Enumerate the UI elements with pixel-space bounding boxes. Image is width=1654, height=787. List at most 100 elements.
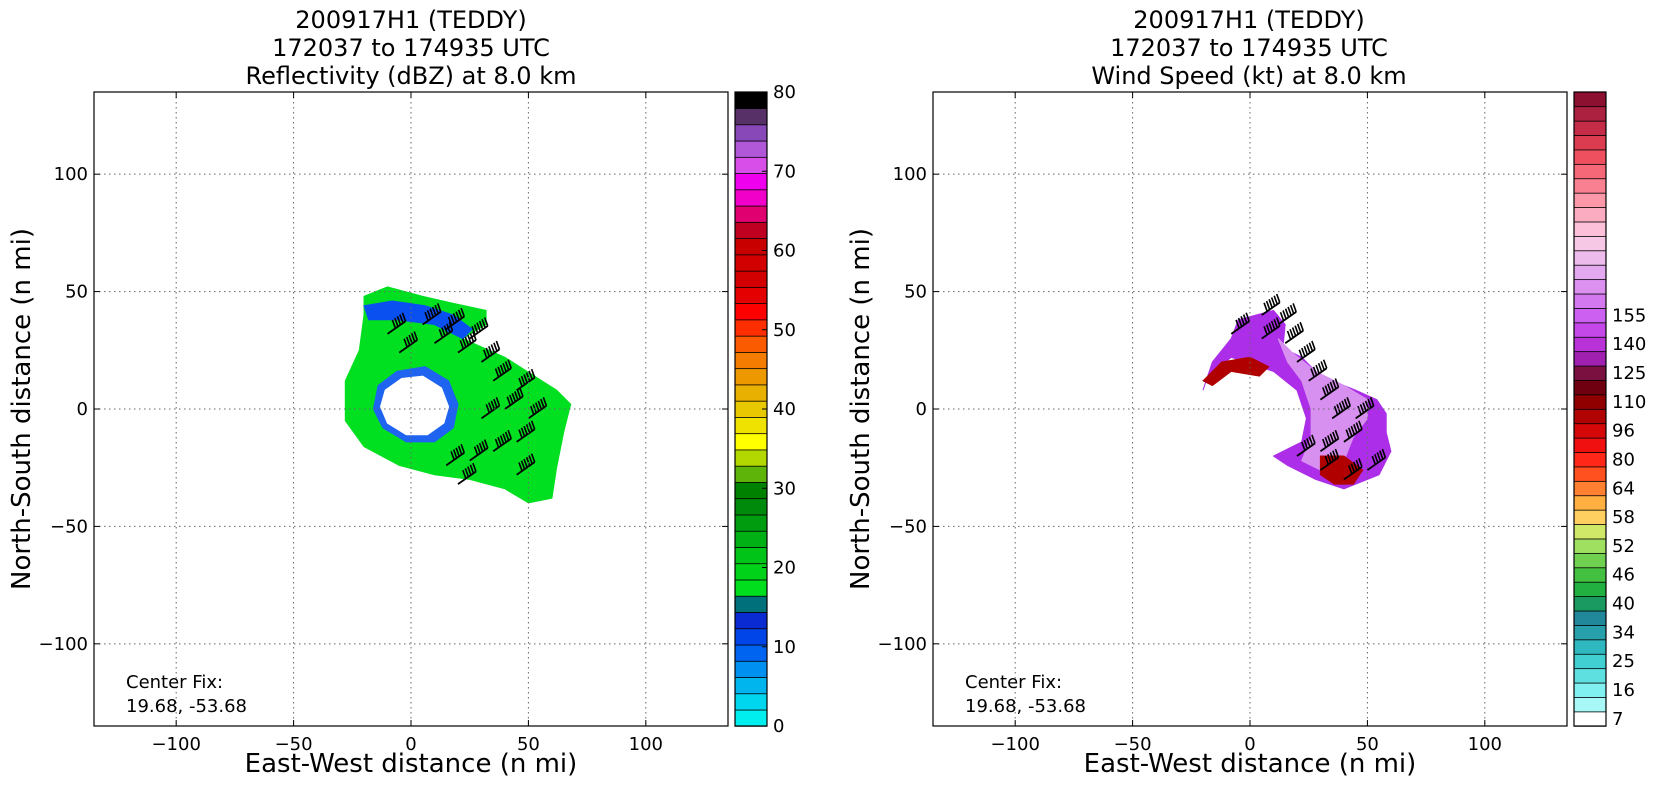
- colorbar-bin: [1573, 653, 1607, 670]
- wind-barb-flag: [495, 340, 501, 350]
- wind-barb: [469, 447, 489, 462]
- x-axis-label: East-West distance (n mi): [1084, 749, 1417, 779]
- title-line: Reflectivity (dBZ) at 8.0 km: [246, 62, 577, 90]
- colorbar-bin: [734, 676, 768, 695]
- colorbar-tick-label: 80: [1612, 449, 1635, 470]
- wind-barb-flag: [1362, 402, 1367, 412]
- wind-barb-flag: [1294, 325, 1299, 335]
- y-tick-label: −50: [50, 516, 88, 537]
- colorbar-tick-label: 64: [1612, 478, 1635, 499]
- colorbar-bin: [1573, 451, 1607, 468]
- wind-barb-flag: [1369, 397, 1375, 407]
- colorbar-bin: [1573, 523, 1607, 540]
- colorbar-bin: [1573, 192, 1607, 208]
- wind-barb-flag: [473, 446, 479, 456]
- wind-barb-flag: [471, 326, 476, 336]
- wind-barb-flag: [497, 436, 502, 446]
- colorbar-tick-label: 7: [1612, 709, 1623, 730]
- wind-barb-flag: [1268, 299, 1273, 309]
- wind-barb-flag: [1287, 306, 1292, 316]
- colorbar-bin: [734, 432, 768, 451]
- wind-barb-flag: [1265, 324, 1271, 334]
- wind-barb-flag: [1322, 359, 1328, 369]
- wind-barb-flag: [1358, 420, 1363, 430]
- wind-barb-flag: [413, 331, 419, 341]
- wind-barb: [1366, 456, 1386, 471]
- colorbar-tick-label: 46: [1612, 565, 1635, 586]
- wind-barbs: [1230, 293, 1387, 481]
- center-fix-text: Center Fix:: [965, 672, 1062, 693]
- colorbar-bin: [1573, 466, 1607, 482]
- wind-barb-flag: [476, 444, 481, 454]
- y-tick-label: 50: [65, 282, 88, 303]
- wind-barb-flag: [497, 366, 502, 376]
- wind-barb: [516, 428, 536, 443]
- wind-barb: [387, 320, 407, 335]
- wind-barb-flag: [1291, 327, 1297, 337]
- y-axis-label: North-South distance (n mi): [846, 228, 876, 590]
- colorbar-bin: [734, 140, 768, 158]
- wind-barb: [492, 437, 512, 453]
- wind-barb-flag: [1327, 454, 1332, 464]
- wind-barb-flag: [1306, 438, 1311, 448]
- wind-barb-flag: [1355, 422, 1361, 432]
- wind-barb-flag: [431, 306, 437, 316]
- colorbar-bin: [734, 481, 768, 500]
- wind-barb-flag: [523, 425, 528, 435]
- colorbar-bin: [734, 221, 768, 240]
- wind-barb-flag: [1306, 344, 1311, 354]
- wind-barb-flag: [493, 398, 498, 408]
- colorbar-tick-label: 60: [773, 241, 796, 262]
- wind-barb-flag: [401, 312, 407, 322]
- wind-barb-flag: [483, 317, 489, 327]
- y-axis-label: North-South distance (n mi): [7, 228, 37, 590]
- colorbar-bin: [734, 367, 768, 386]
- title-line: Wind Speed (kt) at 8.0 km: [1091, 62, 1406, 90]
- wind-barb-flag: [516, 389, 522, 399]
- wind-barb-flag: [478, 320, 484, 330]
- colorbar-bin: [734, 335, 768, 353]
- colorbar-bin: [1573, 120, 1607, 136]
- wind-barb-flag: [1376, 452, 1382, 462]
- wind-barb-flag: [1310, 368, 1315, 378]
- colorbar-bin: [1573, 322, 1607, 338]
- wind-barb-flag: [1334, 429, 1340, 439]
- center-fix-text: 19.68, -53.68: [965, 696, 1086, 717]
- wind-barb-flag: [1308, 436, 1314, 446]
- wind-barb: [1261, 301, 1281, 316]
- colorbar-bin: [734, 189, 768, 207]
- wind-barb: [445, 451, 465, 467]
- wind-barb-flag: [462, 338, 467, 348]
- wind-barb-flag: [1332, 450, 1337, 460]
- wind-barb-flag: [443, 325, 449, 335]
- wind-barb-flag: [509, 394, 514, 404]
- colorbar-bin: [734, 384, 768, 402]
- colorbar-tick-label: 110: [1612, 392, 1646, 413]
- wind-barb-flag: [1374, 454, 1379, 464]
- wind-barb-flag: [1301, 441, 1306, 451]
- wind-barb-flag: [467, 466, 472, 476]
- wind-barb-flag: [1350, 463, 1356, 473]
- wind-barb-flag: [485, 347, 491, 357]
- colorbar-bin: [734, 693, 768, 711]
- wind-barb-flag: [1333, 405, 1339, 415]
- wind-barb-flag: [483, 349, 488, 359]
- wind-barb-flag: [502, 433, 507, 443]
- wind-barb-flag: [518, 429, 523, 439]
- wind-barb-flag: [507, 359, 512, 369]
- x-tick-label: −50: [1114, 734, 1152, 755]
- colorbar-bin: [1573, 178, 1607, 194]
- wind-barb: [492, 367, 512, 382]
- wind-barb-flag: [1273, 318, 1278, 328]
- x-tick-label: −100: [151, 734, 200, 755]
- wind-barb-flag: [1350, 425, 1356, 435]
- wind-barb-flag: [408, 334, 413, 344]
- wind-barb-flag: [1303, 345, 1309, 355]
- colorbar-tick-label: 20: [773, 558, 796, 579]
- colorbar-bin: [1573, 408, 1607, 425]
- wind-barb: [445, 315, 465, 330]
- colorbar-bin: [1573, 221, 1607, 237]
- wind-barb-flag: [520, 375, 526, 385]
- colorbar-bin: [1573, 350, 1607, 367]
- wind-barb-flag: [1348, 427, 1353, 437]
